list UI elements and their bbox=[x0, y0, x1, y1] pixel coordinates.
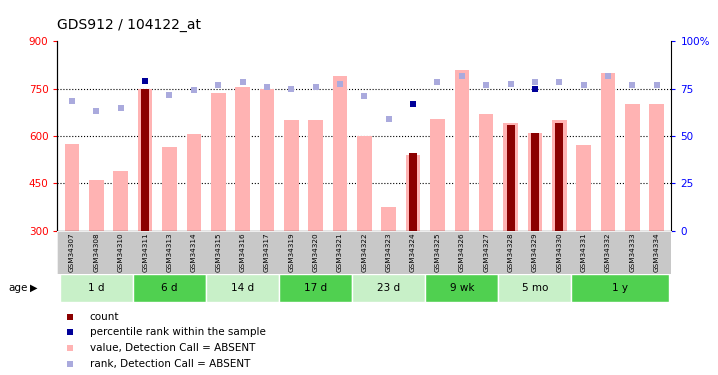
Text: GSM34311: GSM34311 bbox=[142, 232, 148, 272]
Bar bbox=[308, 120, 323, 231]
Bar bbox=[506, 125, 515, 231]
Text: GSM34328: GSM34328 bbox=[508, 232, 513, 272]
Bar bbox=[279, 274, 353, 302]
Bar bbox=[162, 147, 177, 231]
Text: 1 y: 1 y bbox=[612, 283, 628, 293]
Bar bbox=[236, 87, 250, 231]
Text: GSM34314: GSM34314 bbox=[191, 232, 197, 272]
Text: GSM34325: GSM34325 bbox=[434, 232, 440, 272]
Bar bbox=[577, 146, 591, 231]
Text: value, Detection Call = ABSENT: value, Detection Call = ABSENT bbox=[90, 343, 255, 353]
Text: GSM34331: GSM34331 bbox=[581, 232, 587, 272]
Bar bbox=[498, 274, 572, 302]
Text: GSM34329: GSM34329 bbox=[532, 232, 538, 272]
Bar bbox=[531, 133, 539, 231]
Text: GSM34307: GSM34307 bbox=[69, 232, 75, 272]
Bar bbox=[89, 180, 103, 231]
Bar bbox=[572, 274, 669, 302]
Bar bbox=[284, 120, 299, 231]
Text: GSM34334: GSM34334 bbox=[653, 232, 660, 272]
Text: GSM34327: GSM34327 bbox=[483, 232, 489, 272]
Text: GSM34324: GSM34324 bbox=[410, 232, 416, 272]
Text: GSM34313: GSM34313 bbox=[167, 232, 172, 272]
Bar bbox=[406, 155, 421, 231]
Bar bbox=[138, 88, 152, 231]
Text: 23 d: 23 d bbox=[377, 283, 401, 293]
Text: GSM34323: GSM34323 bbox=[386, 232, 392, 272]
Text: GSM34316: GSM34316 bbox=[240, 232, 246, 272]
Bar bbox=[454, 70, 469, 231]
Bar bbox=[133, 274, 206, 302]
Text: 14 d: 14 d bbox=[231, 283, 254, 293]
Bar bbox=[113, 171, 128, 231]
Bar bbox=[409, 153, 417, 231]
Bar bbox=[552, 120, 567, 231]
Text: percentile rank within the sample: percentile rank within the sample bbox=[90, 327, 266, 337]
Text: GSM34321: GSM34321 bbox=[337, 232, 343, 272]
Text: GDS912 / 104122_at: GDS912 / 104122_at bbox=[57, 18, 202, 32]
Text: 1 d: 1 d bbox=[88, 283, 105, 293]
Bar bbox=[141, 88, 149, 231]
Bar bbox=[60, 274, 133, 302]
Text: GSM34310: GSM34310 bbox=[118, 232, 123, 272]
Text: GSM34320: GSM34320 bbox=[312, 232, 319, 272]
Text: GSM34330: GSM34330 bbox=[556, 232, 562, 272]
Bar bbox=[332, 76, 348, 231]
Bar bbox=[503, 123, 518, 231]
Bar bbox=[353, 274, 425, 302]
Bar bbox=[601, 73, 615, 231]
Bar bbox=[65, 144, 80, 231]
Bar bbox=[260, 88, 274, 231]
Text: GSM34317: GSM34317 bbox=[264, 232, 270, 272]
Bar bbox=[381, 207, 396, 231]
Bar bbox=[187, 134, 201, 231]
Text: age: age bbox=[9, 283, 28, 292]
Bar bbox=[555, 123, 564, 231]
Bar bbox=[430, 118, 444, 231]
Text: GSM34308: GSM34308 bbox=[93, 232, 99, 272]
Text: rank, Detection Call = ABSENT: rank, Detection Call = ABSENT bbox=[90, 358, 250, 369]
Text: GSM34319: GSM34319 bbox=[289, 232, 294, 272]
Text: 5 mo: 5 mo bbox=[522, 283, 548, 293]
Bar bbox=[649, 104, 664, 231]
Text: GSM34315: GSM34315 bbox=[215, 232, 221, 272]
Text: count: count bbox=[90, 312, 119, 322]
Bar bbox=[357, 136, 372, 231]
Text: GSM34333: GSM34333 bbox=[630, 232, 635, 272]
Text: GSM34332: GSM34332 bbox=[605, 232, 611, 272]
Bar bbox=[479, 114, 493, 231]
Bar bbox=[425, 274, 498, 302]
Bar bbox=[206, 274, 279, 302]
Bar bbox=[528, 133, 542, 231]
Text: 17 d: 17 d bbox=[304, 283, 327, 293]
Text: GSM34326: GSM34326 bbox=[459, 232, 465, 272]
Bar bbox=[625, 104, 640, 231]
Text: GSM34322: GSM34322 bbox=[361, 232, 368, 272]
Text: 6 d: 6 d bbox=[162, 283, 178, 293]
Text: 9 wk: 9 wk bbox=[449, 283, 474, 293]
Text: ▶: ▶ bbox=[30, 283, 37, 293]
Bar bbox=[211, 93, 225, 231]
